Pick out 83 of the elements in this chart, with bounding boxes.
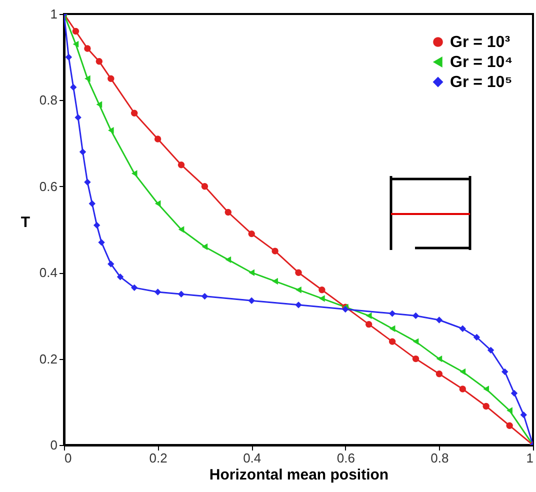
point: [154, 200, 161, 207]
point: [201, 292, 208, 300]
point: [248, 269, 255, 276]
y-tick-label: 0.4: [39, 265, 58, 280]
point: [506, 407, 512, 414]
point: [272, 248, 278, 254]
point: [88, 200, 96, 207]
point: [96, 58, 103, 65]
legend-label: Gr = 10⁵: [450, 74, 512, 91]
point: [154, 288, 162, 296]
point: [460, 368, 466, 376]
point: [520, 411, 527, 418]
point: [459, 386, 466, 392]
point: [70, 84, 77, 91]
point: [224, 208, 232, 216]
point: [319, 295, 325, 302]
point: [366, 312, 372, 320]
point: [248, 230, 255, 238]
point: [98, 239, 105, 246]
point: [389, 325, 396, 332]
y-tick-label: 0.2: [39, 351, 58, 366]
point: [84, 45, 91, 52]
y-tick-label: 0: [50, 438, 58, 452]
x-tick-label: 0.4: [243, 450, 262, 466]
point: [116, 274, 124, 280]
point: [84, 75, 90, 82]
legend-label: Gr = 10³: [450, 34, 510, 51]
x-tick-label: 0: [64, 450, 72, 466]
point: [318, 286, 326, 294]
point: [93, 222, 100, 229]
point: [459, 325, 466, 332]
x-tick-label: 0.2: [149, 450, 168, 466]
point: [201, 183, 208, 190]
point: [225, 256, 232, 264]
point: [482, 402, 490, 410]
point: [178, 162, 185, 168]
point: [436, 316, 443, 324]
point: [202, 243, 208, 250]
point: [65, 54, 72, 60]
y-axis-title: T: [20, 214, 30, 231]
point: [96, 101, 102, 108]
point: [365, 320, 372, 328]
point: [436, 370, 443, 378]
point: [412, 355, 420, 362]
point: [74, 114, 82, 121]
point: [388, 338, 396, 345]
point: [295, 302, 302, 308]
point: [108, 127, 114, 134]
point: [510, 390, 518, 397]
point: [248, 297, 255, 304]
y-tick-label: 0.8: [39, 92, 58, 108]
point: [388, 310, 396, 317]
point: [108, 75, 114, 82]
point: [487, 346, 494, 354]
point: [436, 355, 442, 362]
point: [79, 148, 86, 156]
point: [178, 290, 185, 298]
x-tick-label: 0.6: [336, 450, 355, 466]
point: [72, 28, 80, 35]
y-tick-label: 0.6: [39, 178, 58, 194]
point: [130, 284, 138, 292]
point: [178, 226, 184, 233]
point: [412, 312, 420, 320]
legend-label: Gr = 10⁴: [450, 54, 513, 71]
x-axis-title: Horizontal mean position: [209, 466, 389, 484]
point: [483, 386, 490, 392]
point: [295, 269, 302, 276]
point: [272, 278, 278, 285]
point: [342, 306, 349, 313]
x-tick-label: 0.8: [430, 450, 449, 466]
y-tick-label: 1: [50, 6, 58, 22]
point: [473, 334, 480, 341]
point: [502, 368, 508, 376]
x-tick-label: 1: [526, 450, 534, 466]
point: [154, 136, 162, 142]
point: [72, 40, 79, 48]
point: [108, 260, 114, 268]
point: [412, 338, 419, 345]
point: [84, 178, 91, 186]
point: [296, 286, 302, 294]
point: [131, 170, 138, 177]
point: [506, 422, 513, 429]
point: [130, 110, 138, 116]
